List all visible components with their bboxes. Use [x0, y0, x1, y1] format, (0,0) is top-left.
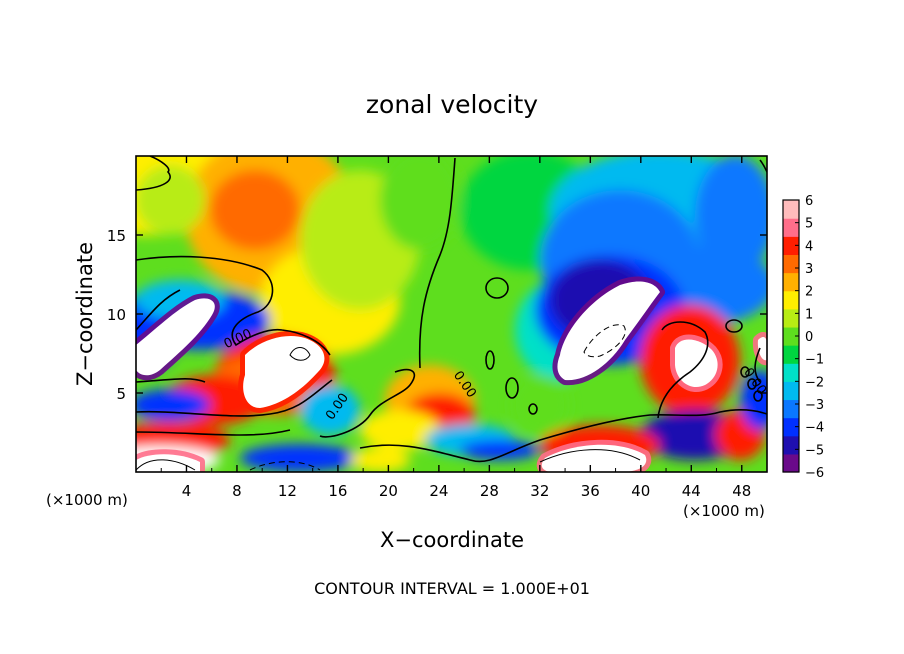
colorbar-swatch	[783, 399, 799, 419]
colorbar-swatch	[783, 236, 799, 255]
field-region	[240, 444, 360, 472]
x-unit-right: (×1000 m)	[683, 502, 765, 520]
colorbar-tick-label: 0	[805, 330, 813, 345]
colorbar-swatch	[783, 326, 799, 346]
colorbar-tick-label: 3	[805, 262, 813, 277]
colorbar-swatch	[783, 254, 799, 274]
colorbar-tick-label: −1	[805, 353, 824, 368]
colorbar-swatch	[783, 218, 799, 237]
x-axis-label: X−coordinate	[380, 528, 524, 552]
colorbar-tick-label: −6	[805, 466, 824, 481]
x-axis-ticks: 4 8 12 16 20 24 28 32 36 40 44 48	[160, 156, 751, 500]
contour-lines	[136, 156, 767, 471]
field-region	[380, 156, 460, 250]
contour-closed-loop	[528, 403, 538, 415]
y-axis-ticks: 5 10 15	[107, 227, 767, 403]
y-axis-label: Z−coordinate	[73, 242, 97, 386]
contour-interval-footer: CONTOUR INTERVAL = 1.000E+01	[314, 579, 590, 598]
x-tick-label: 36	[581, 482, 600, 500]
contour-zero-line	[136, 255, 331, 356]
colorbar-tick-label: 2	[805, 285, 813, 300]
field-region	[350, 448, 410, 472]
contour-zero-line	[319, 368, 416, 438]
colorbar-tick-label: −4	[805, 421, 824, 436]
colorbar-tick-label: 4	[805, 239, 813, 254]
colorbar-tick-label: 6	[805, 194, 813, 209]
field-region	[300, 385, 360, 435]
velocity-field	[136, 156, 767, 472]
field-region	[360, 410, 440, 450]
colorbar-swatch	[783, 417, 799, 437]
contour-closed-loop	[485, 277, 509, 299]
x-tick-label: 8	[232, 482, 242, 500]
colorbar-swatch	[783, 363, 799, 382]
chart-title: zonal velocity	[366, 90, 538, 119]
field-region	[510, 375, 570, 435]
x-tick-label: 32	[530, 482, 549, 500]
x-tick-label: 12	[278, 482, 297, 500]
x-unit-left: (×1000 m)	[46, 491, 128, 509]
colorbar-swatch	[783, 200, 799, 219]
field-region	[460, 440, 540, 460]
x-tick-label: 48	[732, 482, 751, 500]
contour-zero-line	[136, 156, 171, 191]
contour-zero-line	[136, 429, 291, 436]
contour-closed-loop	[747, 378, 757, 390]
field-core	[557, 281, 660, 381]
contour-negative-line	[583, 324, 626, 358]
colorbar-swatch	[783, 435, 799, 455]
colorbar-swatch	[783, 308, 799, 328]
contour-zero-line	[754, 347, 761, 383]
colorbar-tick-label: 5	[805, 217, 813, 232]
contour-zero-line	[136, 378, 206, 383]
y-tick-label: 5	[116, 385, 126, 403]
contour-positive-line	[539, 449, 641, 463]
contour-zero-line	[657, 321, 709, 419]
contour-zero-line	[136, 289, 181, 331]
field-region	[136, 389, 210, 421]
field-region	[210, 170, 300, 250]
field-core	[136, 454, 200, 472]
y-tick-label: 10	[107, 306, 126, 324]
contour-closed-loop	[485, 350, 495, 370]
contour-closed-loop	[725, 319, 743, 333]
x-tick-label: 40	[631, 482, 650, 500]
contour-zero-line	[418, 157, 456, 369]
x-tick-label: 28	[480, 482, 499, 500]
contour-zero-line	[136, 379, 333, 417]
colorbar-swatch	[783, 345, 799, 364]
contour-positive-line	[136, 459, 196, 471]
contour-closed-loop	[753, 390, 763, 402]
field-core	[541, 444, 647, 472]
colorbar-swatch	[783, 290, 799, 310]
x-tick-label: 24	[429, 482, 448, 500]
colorbar-tick-label: −3	[805, 398, 824, 413]
colorbar-swatch	[783, 381, 799, 401]
colorbar-tick-label: −5	[805, 443, 824, 458]
colorbar-swatch	[783, 272, 799, 292]
x-tick-label: 4	[182, 482, 192, 500]
colorbar-tick-label: 1	[805, 307, 813, 322]
field-core	[757, 337, 767, 361]
x-tick-label: 16	[328, 482, 347, 500]
y-tick-label: 15	[107, 227, 126, 245]
contour-positive-line	[289, 347, 311, 361]
x-tick-label: 20	[379, 482, 398, 500]
field-core	[243, 335, 325, 408]
x-tick-label: 44	[682, 482, 701, 500]
contour-closed-loop	[740, 366, 750, 378]
field-core	[136, 298, 215, 376]
field-region	[695, 156, 767, 275]
contour-closed-loop	[505, 377, 519, 399]
colorbar: 6 5 4 3 2 1 0 −1 −2 −3 −4 −5 −6	[782, 194, 824, 481]
field-region	[136, 165, 205, 235]
contour-zero-line	[359, 409, 767, 463]
colorbar-tick-label: −2	[805, 375, 824, 390]
field-region	[740, 370, 767, 430]
colorbar-swatch	[783, 453, 799, 473]
